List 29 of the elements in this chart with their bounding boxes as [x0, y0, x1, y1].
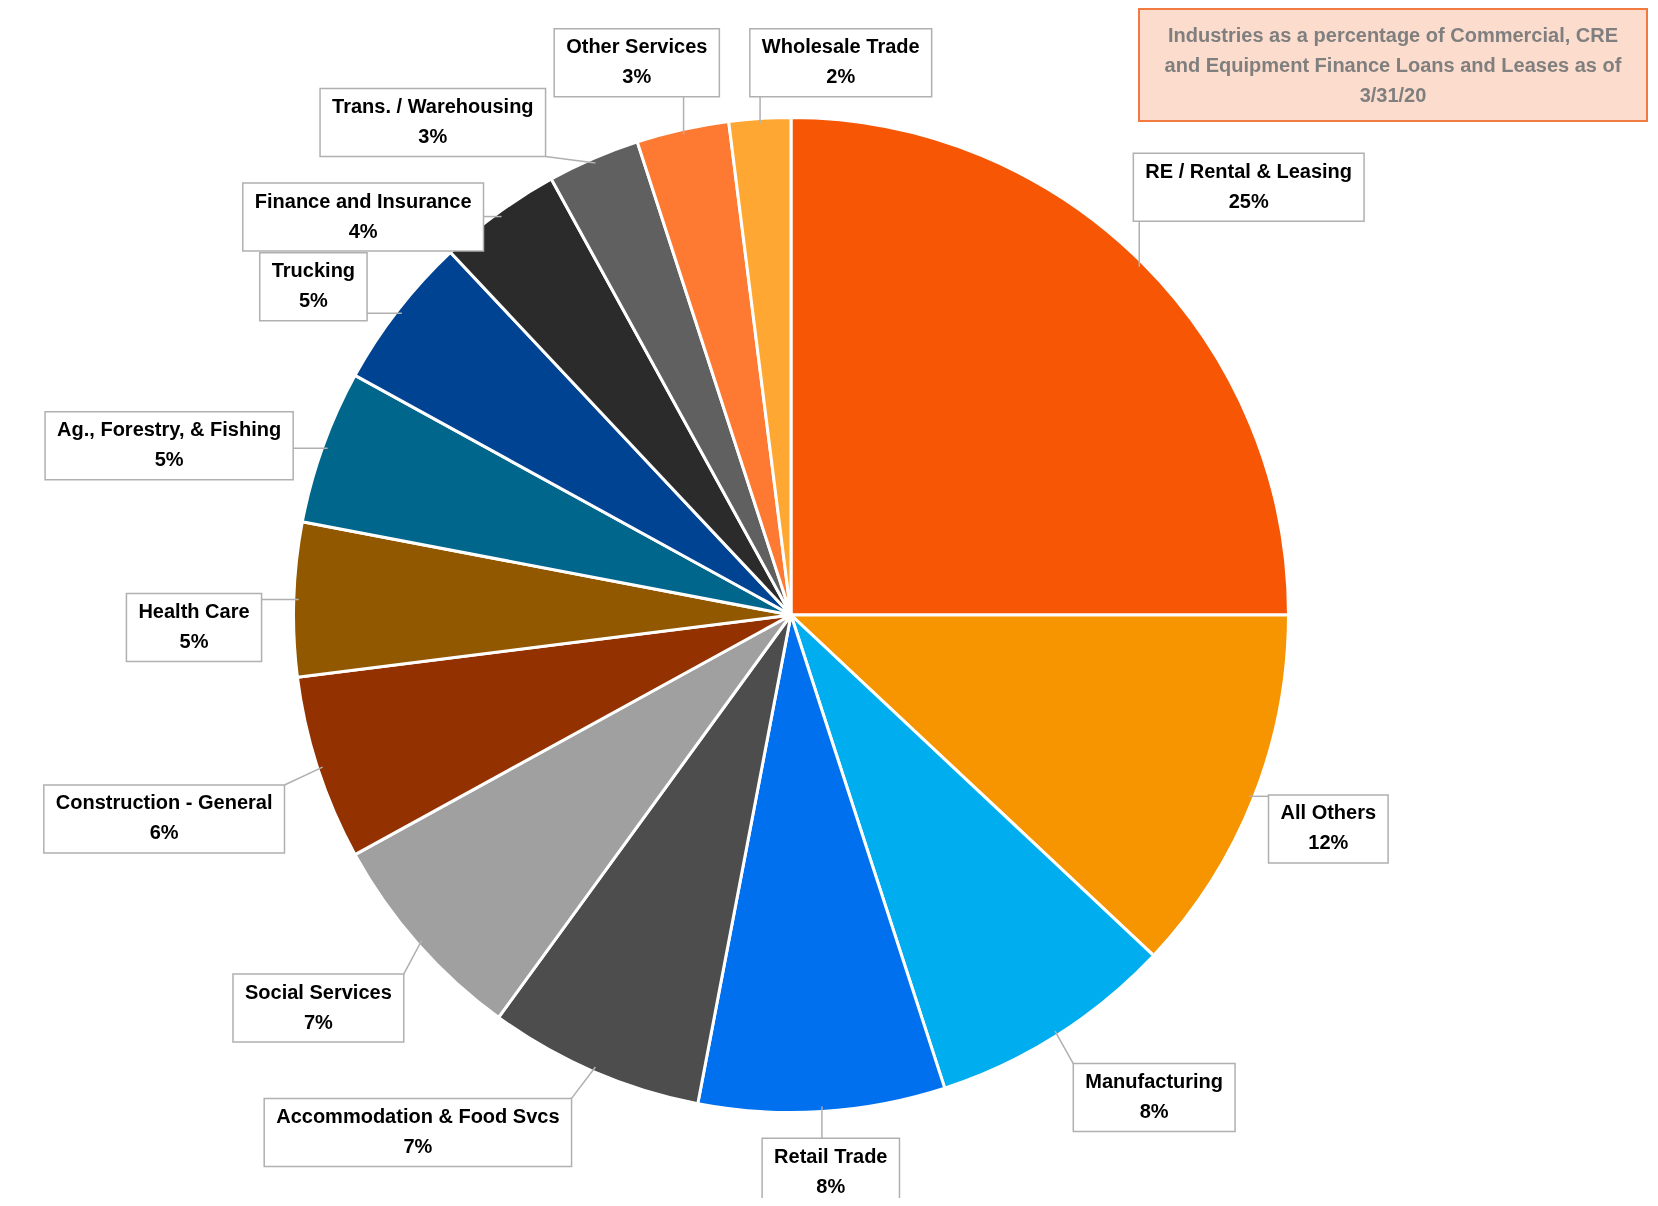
- data-label: 7%: [303, 1010, 334, 1033]
- data-label: 5%: [179, 629, 209, 652]
- data-label: 3%: [418, 124, 448, 147]
- slice-label: Wholesale Trade: [761, 35, 920, 58]
- data-label: 25%: [1228, 189, 1269, 212]
- slice-label: Construction - General: [55, 791, 273, 814]
- data-label: 4%: [348, 219, 378, 242]
- text: Industries as a percentage of Commercial, CRE and Equipment Finance Loans and Leases as of 3/31/20: [1138, 8, 1648, 122]
- data-label: 3%: [622, 65, 652, 88]
- data-label: 2%: [826, 65, 856, 88]
- data-label: 6%: [149, 821, 179, 844]
- data-label: 7%: [403, 1134, 433, 1157]
- slice-label: RE / Rental & Leasing: [1145, 159, 1353, 182]
- data-label: 5%: [154, 448, 184, 471]
- slice-label: Other Services: [566, 35, 708, 58]
- slice-label: Trans. / Warehousing: [332, 94, 534, 117]
- slice-label: Finance and Insurance: [254, 189, 472, 212]
- slice-label: Manufacturing: [1085, 1070, 1224, 1093]
- slice-label: Accommodation & Food Svcs: [276, 1104, 560, 1127]
- data-label: 8%: [1139, 1100, 1169, 1123]
- slice-label: Health Care: [138, 599, 250, 622]
- slice-label: All Others: [1280, 801, 1377, 824]
- slice-label: Ag., Forestry, & Fishing: [57, 418, 282, 441]
- slice-label: Social Services: [244, 980, 392, 1003]
- data-label: 5%: [298, 289, 329, 312]
- slice-label: Trucking: [271, 259, 356, 282]
- data-label: 8%: [816, 1174, 846, 1197]
- slice-label: Retail Trade: [774, 1144, 888, 1167]
- data-label: 12%: [1308, 831, 1349, 854]
